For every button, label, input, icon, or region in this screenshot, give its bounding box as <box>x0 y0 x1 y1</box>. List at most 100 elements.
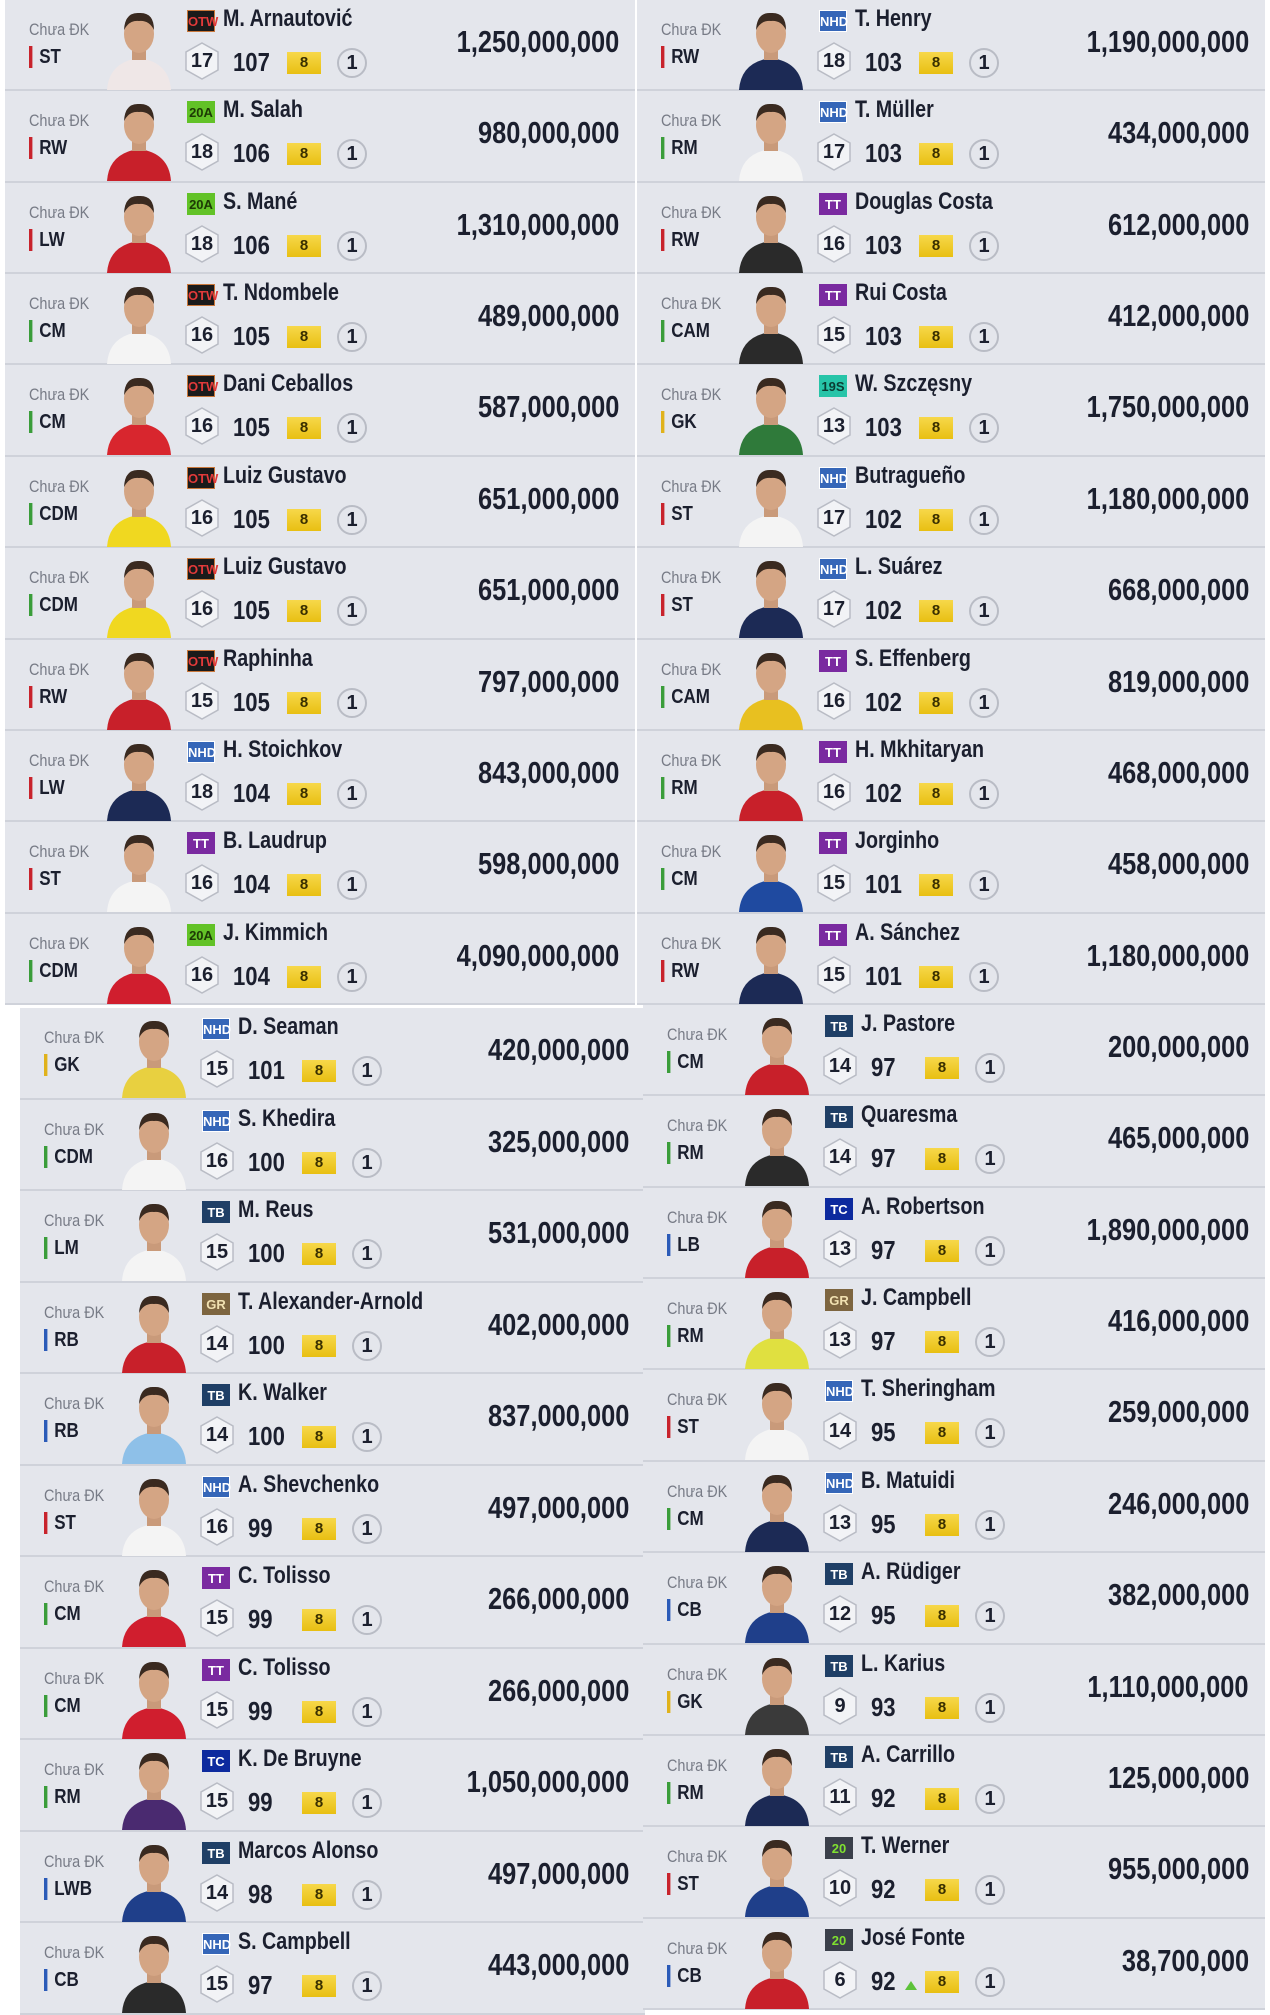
overall-rating: 102 <box>865 777 902 808</box>
player-row[interactable]: Chưa ĐK RM TC K. De Bruyne 15 99 8 1 1,0… <box>20 1740 645 1832</box>
count-badge: 1 <box>969 48 999 78</box>
season-badge: TT <box>187 832 215 855</box>
player-row[interactable]: Chưa ĐK RM TB Quaresma 14 97 8 1 465,000… <box>643 1096 1265 1188</box>
registration-status: Chưa ĐK <box>44 1028 105 1047</box>
player-name: C. Tolisso <box>238 1562 331 1590</box>
level-hexagon: 15 <box>200 1965 234 2004</box>
overall-rating: 95 <box>871 1508 896 1539</box>
registration-status: Chưa ĐK <box>661 202 722 222</box>
player-row[interactable]: Chưa ĐK RW NHD T. Henry 18 103 8 1 1,190… <box>637 0 1265 92</box>
count-badge: 1 <box>969 413 999 444</box>
season-badge: NHD <box>202 1933 231 1956</box>
player-price: 246,000,000 <box>1107 1485 1249 1521</box>
registration-status: Chưa ĐK <box>667 1116 728 1136</box>
season-badge: 20A <box>187 192 215 215</box>
player-row[interactable]: Chưa ĐK RW 20A M. Salah 18 106 8 1 980,0… <box>5 91 635 183</box>
player-row[interactable]: Chưa ĐK CM NHD B. Matuidi 13 95 8 1 246,… <box>643 1461 1265 1554</box>
player-level: 6 <box>834 1968 846 1991</box>
player-row[interactable]: Chưa ĐK GK 19S W. Szczęsny 13 103 8 1 1,… <box>637 365 1265 457</box>
player-row[interactable]: Chưa ĐK CAM TT S. Effenberg 16 102 8 1 8… <box>637 639 1265 731</box>
level-hexagon: 16 <box>185 864 219 903</box>
player-row[interactable]: Chưa ĐK RW OTW Raphinha 15 105 8 1 797,0… <box>5 639 635 731</box>
player-row[interactable]: Chưa ĐK CB 20 José Fonte 6 92 8 1 38,700… <box>643 1918 1265 2010</box>
enhance-level-badge: 8 <box>925 1970 959 1993</box>
player-row[interactable]: Chưa ĐK CAM TT Rui Costa 15 103 8 1 412,… <box>637 274 1265 366</box>
player-row[interactable]: Chưa ĐK RB GR T. Alexander-Arnold 14 100… <box>20 1282 645 1375</box>
player-price: 468,000,000 <box>1107 754 1249 790</box>
season-badge: NHD <box>819 101 848 124</box>
enhance-level-badge: 8 <box>925 1787 959 1810</box>
player-row[interactable]: Chưa ĐK ST NHD T. Sheringham 14 95 8 1 2… <box>643 1370 1265 1462</box>
player-row[interactable]: Chưa ĐK CM TT C. Tolisso 15 99 8 1 266,0… <box>20 1648 645 1741</box>
player-price: 837,000,000 <box>487 1398 629 1434</box>
count-badge: 1 <box>337 870 367 901</box>
season-badge: 20 <box>825 1928 853 1951</box>
position-label: RW <box>661 46 699 68</box>
level-hexagon: 15 <box>817 316 851 354</box>
player-photo <box>107 561 171 639</box>
player-row[interactable]: Chưa ĐK CB TB A. Rüdiger 12 95 8 1 382,0… <box>643 1553 1265 1645</box>
player-row[interactable]: Chưa ĐK CM TT C. Tolisso 15 99 8 1 266,0… <box>20 1557 645 1649</box>
season-badge: TT <box>819 832 847 855</box>
player-row[interactable]: Chưa ĐK CDM NHD S. Khedira 16 100 8 1 32… <box>20 1099 645 1192</box>
enhance-level-badge: 8 <box>302 1792 336 1815</box>
player-photo <box>739 195 803 273</box>
count-badge: 1 <box>337 139 367 170</box>
player-row[interactable]: Chưa ĐK RW TT Douglas Costa 16 103 8 1 6… <box>637 182 1265 275</box>
player-price: 1,310,000,000 <box>456 206 619 242</box>
player-row[interactable]: Chưa ĐK CDM OTW Luiz Gustavo 16 105 8 1 … <box>5 456 635 549</box>
season-badge: TB <box>825 1563 853 1586</box>
position-label: CM <box>29 320 66 343</box>
player-row[interactable]: Chưa ĐK ST TT B. Laudrup 16 104 8 1 598,… <box>5 822 635 914</box>
enhance-level-badge: 8 <box>287 326 321 349</box>
enhance-level-badge: 8 <box>925 1879 959 1902</box>
enhance-level-badge: 8 <box>919 326 953 349</box>
player-row[interactable]: Chưa ĐK RM TT H. Mkhitaryan 16 102 8 1 4… <box>637 730 1265 823</box>
position-label: GK <box>44 1054 80 1076</box>
player-row[interactable]: Chưa ĐK RW TT A. Sánchez 15 101 8 1 1,18… <box>637 913 1265 1005</box>
player-row[interactable]: Chưa ĐK ST 20 T. Werner 10 92 8 1 955,00… <box>643 1827 1265 1919</box>
player-row[interactable]: Chưa ĐK CM TB J. Pastore 14 97 8 1 200,0… <box>643 1005 1265 1097</box>
player-row[interactable]: Chưa ĐK LWB TB Marcos Alonso 14 98 8 1 4… <box>20 1831 645 1924</box>
count-badge: 1 <box>337 687 367 718</box>
player-row[interactable]: Chưa ĐK RM NHD T. Müller 17 103 8 1 434,… <box>637 91 1265 183</box>
count-badge: 1 <box>337 504 367 535</box>
player-row[interactable]: Chưa ĐK GK NHD D. Seaman 15 101 8 1 420,… <box>20 1008 645 1100</box>
count-badge: 1 <box>352 1788 382 1819</box>
enhance-level-badge: 8 <box>919 508 953 531</box>
player-level: 15 <box>205 1973 229 1996</box>
player-row[interactable]: Chưa ĐK ST NHD A. Shevchenko 16 99 8 1 4… <box>20 1465 645 1558</box>
player-photo <box>739 104 803 182</box>
player-row[interactable]: Chưa ĐK LB TC A. Robertson 13 97 8 1 1,8… <box>643 1187 1265 1280</box>
player-price: 38,700,000 <box>1121 1942 1249 1978</box>
player-level: 11 <box>829 1785 851 1808</box>
player-row[interactable]: Chưa ĐK RM GR J. Campbell 13 97 8 1 416,… <box>643 1279 1265 1371</box>
player-row[interactable]: Chưa ĐK GK TB L. Karius 9 93 8 1 1,110,0… <box>643 1644 1265 1736</box>
overall-rating: 92 <box>871 1782 896 1813</box>
player-row[interactable]: Chưa ĐK CM OTW Dani Ceballos 16 105 8 1 … <box>5 365 635 457</box>
player-name: T. Alexander-Arnold <box>238 1287 424 1315</box>
player-row[interactable]: Chưa ĐK RM TB A. Carrillo 11 92 8 1 125,… <box>643 1735 1265 1828</box>
player-row[interactable]: Chưa ĐK LM TB M. Reus 15 100 8 1 531,000… <box>20 1191 645 1283</box>
player-row[interactable]: Chưa ĐK LW NHD H. Stoichkov 18 104 8 1 8… <box>5 730 635 823</box>
player-row[interactable]: Chưa ĐK CDM OTW Luiz Gustavo 16 105 8 1 … <box>5 548 635 640</box>
player-row[interactable]: Chưa ĐK ST OTW M. Arnautović 17 107 8 1 … <box>5 0 635 92</box>
player-name: A. Carrillo <box>861 1740 956 1768</box>
player-row[interactable]: Chưa ĐK CB NHD S. Campbell 15 97 8 1 443… <box>20 1923 645 2015</box>
player-row[interactable]: Chưa ĐK CDM 20A J. Kimmich 16 104 8 1 4,… <box>5 913 635 1005</box>
player-row[interactable]: Chưa ĐK ST NHD Butragueño 17 102 8 1 1,1… <box>637 456 1265 549</box>
player-row[interactable]: Chưa ĐK RB TB K. Walker 14 100 8 1 837,0… <box>20 1374 645 1466</box>
count-badge: 1 <box>975 1601 1005 1632</box>
player-row[interactable]: Chưa ĐK CM OTW T. Ndombele 16 105 8 1 48… <box>5 274 635 366</box>
player-row[interactable]: Chưa ĐK ST NHD L. Suárez 17 102 8 1 668,… <box>637 548 1265 640</box>
season-badge: NHD <box>202 1109 231 1132</box>
level-hexagon: 16 <box>185 407 219 446</box>
enhance-level-badge: 8 <box>925 1605 959 1628</box>
player-name: Dani Ceballos <box>223 370 354 398</box>
enhance-level-badge: 8 <box>287 782 321 805</box>
season-badge: NHD <box>819 466 848 489</box>
player-row[interactable]: Chưa ĐK LW 20A S. Mané 18 106 8 1 1,310,… <box>5 182 635 275</box>
player-row[interactable]: Chưa ĐK CM TT Jorginho 15 101 8 1 458,00… <box>637 822 1265 914</box>
level-hexagon: 14 <box>823 1138 857 1177</box>
season-badge: OTW <box>187 375 218 398</box>
